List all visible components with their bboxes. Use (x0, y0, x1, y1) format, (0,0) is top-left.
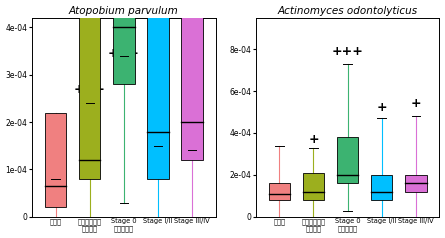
Text: +++: +++ (332, 45, 364, 58)
Text: +: + (410, 97, 421, 110)
Bar (303, 173, 324, 200)
Title: Actinomyces odontolyticus: Actinomyces odontolyticus (278, 5, 417, 15)
Bar (181, 0, 202, 160)
Text: +: + (308, 133, 319, 146)
Bar (44, 113, 66, 207)
Bar (336, 137, 358, 183)
Bar (405, 175, 426, 192)
Bar (113, 0, 134, 84)
Text: +: + (152, 126, 163, 139)
Text: +++: +++ (108, 47, 140, 60)
Text: +: + (186, 130, 197, 143)
Bar (371, 175, 392, 200)
Bar (147, 0, 169, 179)
Title: Atopobium parvulum: Atopobium parvulum (69, 5, 178, 15)
Text: +: + (376, 101, 387, 114)
Bar (79, 0, 101, 179)
Text: +++: +++ (74, 83, 105, 96)
Bar (268, 183, 290, 200)
